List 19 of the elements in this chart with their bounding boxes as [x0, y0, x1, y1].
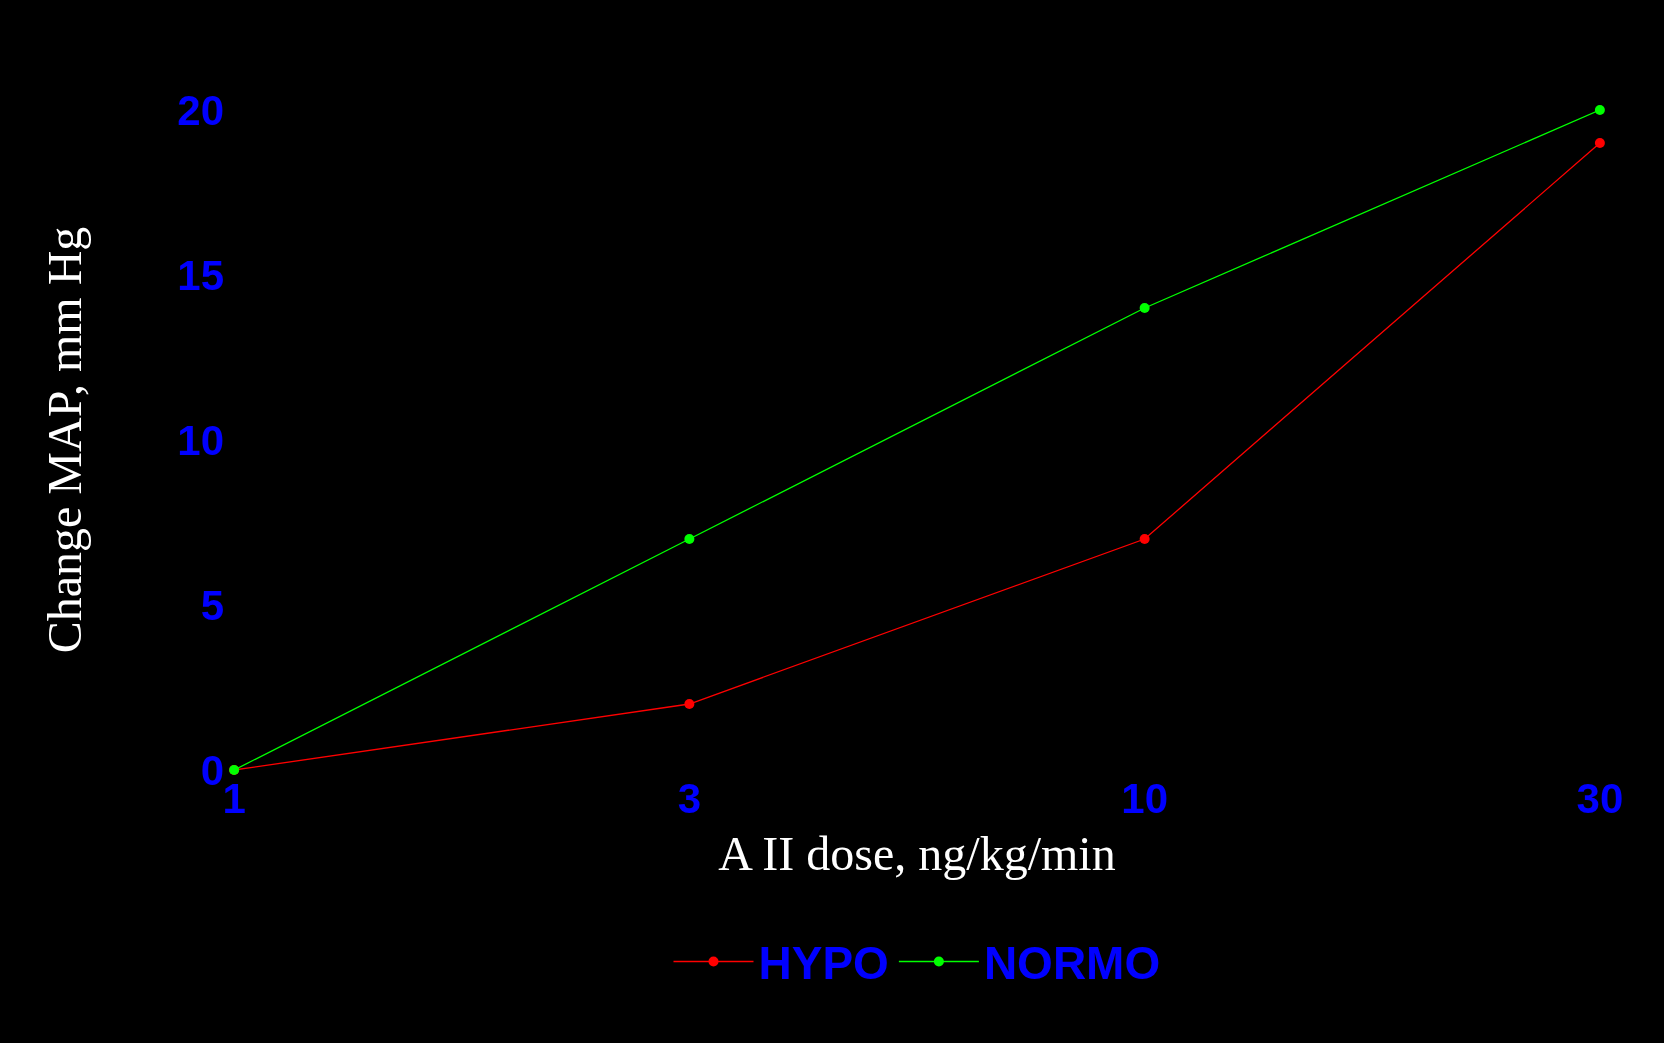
point: [1594, 138, 1605, 148]
y-axis-title: Change MAP, mm Hg: [37, 226, 91, 654]
x-tick-label: 3: [677, 775, 702, 822]
y-tick-label: 0: [200, 746, 224, 794]
x-tick-label: 30: [1576, 775, 1624, 822]
y-tick-label: 5: [200, 581, 224, 629]
x-tick-label: 1: [222, 775, 246, 822]
y-tick-label: 15: [177, 251, 224, 299]
legend-label: NORMO: [983, 937, 1161, 990]
point: [684, 534, 695, 544]
legend-label: HYPO: [758, 937, 889, 990]
y-tick-label: 20: [177, 86, 224, 134]
point: [684, 699, 695, 709]
x-tick-label: 10: [1121, 775, 1168, 822]
point: [1139, 534, 1150, 544]
point: [1139, 303, 1150, 313]
x-axis-title: A II dose, ng/kg/min: [718, 827, 1116, 881]
point: [1594, 105, 1605, 115]
y-tick-label: 10: [177, 416, 224, 464]
